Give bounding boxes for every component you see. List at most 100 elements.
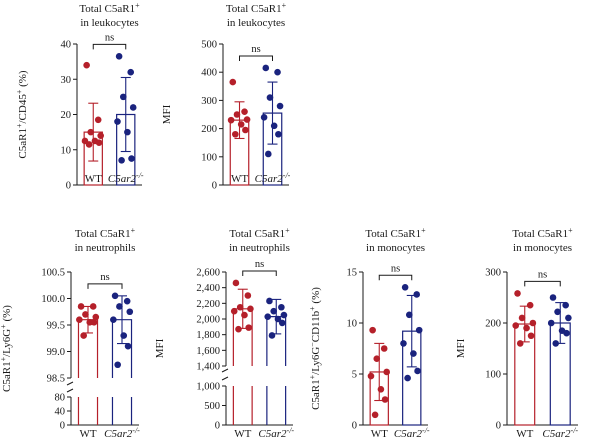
y-axis-label: C5aR1+/Ly6G−CD11b+ (%): [308, 287, 322, 410]
data-point: [381, 396, 389, 403]
y-tick-label: 300: [201, 96, 217, 107]
data-point: [549, 294, 557, 301]
data-point: [94, 116, 102, 124]
panel-neutrophils-percent: Total C5aR1+ in neutrophils 98.5 99.0 99.5 10…: [0, 226, 140, 439]
data-point: [268, 332, 276, 339]
x-category-label: C5ar2-/-: [394, 426, 430, 439]
axis-break-mark: [221, 376, 229, 381]
data-point: [124, 342, 132, 350]
data-point: [227, 116, 235, 124]
data-point: [404, 374, 411, 382]
data-point: [241, 311, 248, 319]
data-point: [85, 141, 93, 148]
data-point: [118, 157, 125, 164]
data-point: [229, 78, 237, 86]
y-tick-label: 98.5: [47, 374, 65, 385]
data-point: [373, 355, 381, 363]
significance-bracket: [239, 55, 273, 61]
y-axis-label: MFI: [455, 338, 467, 358]
data-point: [523, 324, 530, 332]
data-point: [115, 53, 123, 60]
x-category-label: C5ar2-/-: [104, 426, 140, 439]
data-point: [247, 305, 254, 313]
data-point: [563, 329, 570, 337]
data-point: [266, 94, 274, 101]
y-tick-label: 20: [61, 110, 72, 121]
data-point: [245, 324, 253, 331]
data-point: [514, 290, 521, 297]
data-point: [114, 118, 121, 125]
y-tick-label: 500: [204, 401, 220, 412]
data-point: [126, 308, 134, 316]
data-point: [400, 340, 407, 347]
panel-monocytes-mfi: Total C5aR1+ in monocytes 0 100 200 300 WT C5ar…: [455, 226, 578, 439]
y-tick-label: 30: [61, 75, 72, 86]
y-axis-label: C5aR1+/CD45+ (%): [15, 70, 29, 159]
y-tick-label: 1,400: [196, 362, 220, 373]
significance-bracket: [87, 283, 123, 289]
data-point: [127, 68, 135, 76]
data-point: [512, 322, 520, 329]
data-point: [275, 130, 282, 138]
data-point: [383, 368, 390, 376]
data-point: [77, 303, 85, 310]
data-point: [110, 316, 117, 324]
panel-monocytes-percent: Total C5aR1+ in monocytes 0 5 10 15 WT C5ar2-/-…: [308, 226, 430, 439]
data-point: [527, 332, 535, 340]
data-point: [270, 307, 277, 315]
significance-bracket: [242, 270, 277, 276]
data-point: [129, 104, 137, 111]
data-point: [276, 102, 284, 110]
data-point: [123, 297, 131, 305]
data-point: [116, 303, 123, 310]
y-axis-label: C5aR1+/Ly6G+ (%): [0, 305, 13, 392]
data-point: [111, 292, 119, 300]
chart-title-line: Total C5aR1+: [226, 1, 287, 15]
data-point: [233, 111, 241, 118]
data-point: [90, 319, 98, 326]
y-tick-label: 0: [212, 181, 217, 192]
x-category-label: C5ar2-/-: [258, 426, 294, 439]
y-tick-label: 15: [347, 268, 358, 279]
data-point: [236, 303, 244, 311]
y-tick-label: 500: [201, 40, 217, 51]
y-tick-label: 99.5: [47, 321, 65, 332]
data-point: [243, 116, 251, 123]
data-point: [565, 314, 572, 322]
data-point: [128, 155, 135, 162]
chart-title-line: in neutrophils: [75, 242, 136, 254]
axis-break-mark: [66, 388, 74, 393]
y-tick-label: 0: [496, 421, 501, 432]
x-category-label: WT: [231, 173, 248, 185]
data-point: [562, 301, 569, 309]
significance-bracket: [378, 274, 413, 281]
data-point: [262, 64, 270, 72]
x-category-label: WT: [234, 428, 251, 439]
axis-break-mark: [66, 381, 74, 386]
y-tick-label: 2,000: [196, 315, 220, 326]
x-category-label: WT: [516, 428, 533, 439]
data-point: [83, 61, 90, 69]
data-point: [87, 128, 95, 136]
chart-title-line: in monocytes: [513, 242, 572, 254]
data-point: [270, 122, 278, 130]
y-tick-label: 40: [55, 407, 66, 418]
y-tick-label: 0: [66, 181, 71, 192]
data-point: [529, 319, 537, 327]
data-point: [265, 150, 272, 158]
data-point: [413, 291, 421, 298]
data-point: [554, 308, 561, 316]
y-tick-label: 100: [201, 152, 217, 163]
y-tick-label: 10: [61, 145, 72, 156]
data-point: [516, 340, 524, 347]
chart-title-line: in monocytes: [366, 242, 425, 254]
chart-title-line: in neutrophils: [229, 242, 290, 254]
axis-break-mark: [221, 368, 229, 373]
data-point: [260, 114, 268, 121]
y-tick-label: 100.0: [41, 294, 65, 305]
y-tick-label: 40: [61, 40, 72, 51]
data-point: [280, 311, 288, 319]
data-point: [235, 325, 242, 333]
data-point: [414, 367, 421, 375]
data-point: [232, 279, 240, 287]
